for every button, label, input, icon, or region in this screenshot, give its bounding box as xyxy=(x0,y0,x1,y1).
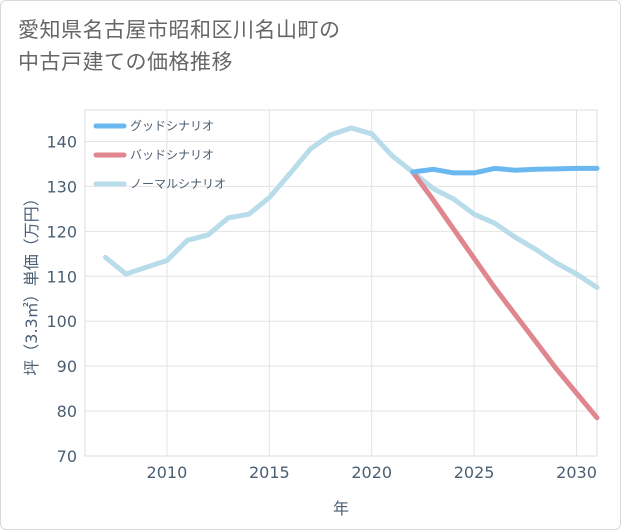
y-axis: 70 80 90 100 110 120 130 140 xyxy=(46,132,77,466)
y-tick-label: 120 xyxy=(46,222,77,241)
x-axis: 2010 2015 2020 2025 2030 xyxy=(147,463,597,482)
x-tick-label: 2030 xyxy=(556,463,597,482)
legend-label: ノーマルシナリオ xyxy=(130,177,226,191)
y-tick-label: 130 xyxy=(46,177,77,196)
x-tick-label: 2025 xyxy=(454,463,495,482)
legend-label: グッドシナリオ xyxy=(130,119,214,133)
series-line-0 xyxy=(410,165,600,176)
y-axis-label: 坪（3.3㎡）単価（万円） xyxy=(22,190,41,375)
x-axis-label: 年 xyxy=(333,499,349,518)
y-tick-label: 100 xyxy=(46,312,77,331)
series-lines xyxy=(103,125,600,421)
x-tick-label: 2010 xyxy=(147,463,188,482)
x-tick-label: 2015 xyxy=(249,463,290,482)
y-tick-label: 70 xyxy=(57,447,77,466)
chart-title-line1: 愛知県名古屋市昭和区川名山町の xyxy=(18,18,341,42)
plot-frame xyxy=(84,109,598,457)
chart-title: 愛知県名古屋市昭和区川名山町の 中古戸建ての価格推移 xyxy=(18,14,341,78)
x-tick-label: 2020 xyxy=(351,463,392,482)
y-tick-label: 110 xyxy=(46,267,77,286)
y-tick-label: 80 xyxy=(57,402,77,421)
series-line-1 xyxy=(410,169,600,421)
y-tick-label: 140 xyxy=(46,132,77,151)
chart-title-line2: 中古戸建ての価格推移 xyxy=(18,50,233,74)
grid xyxy=(84,109,598,457)
legend-label: バッドシナリオ xyxy=(130,148,214,162)
y-tick-label: 90 xyxy=(57,357,77,376)
series-line-2 xyxy=(103,125,600,290)
